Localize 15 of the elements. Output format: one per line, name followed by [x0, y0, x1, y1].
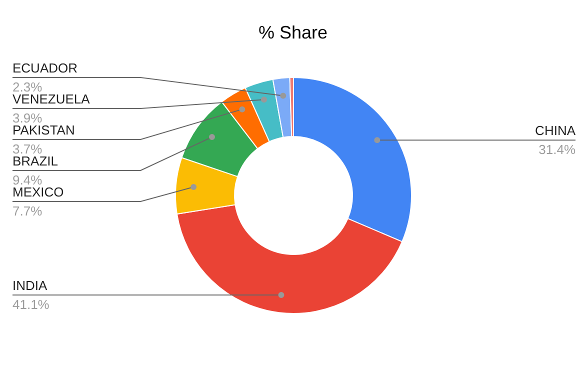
slice-label: MEXICO — [12, 184, 64, 200]
data-label: 3.9% — [12, 110, 43, 126]
data-label: 3.7% — [12, 142, 43, 156]
slice-label: BRAZIL — [12, 154, 58, 168]
data-label: 41.1% — [12, 297, 50, 312]
data-label: 9.4% — [12, 172, 43, 188]
slice-label: ECUADOR — [12, 60, 78, 76]
data-label: 2.3% — [12, 80, 43, 94]
data-label: 31.4% — [538, 142, 576, 158]
chart-title: % Share — [258, 22, 328, 42]
slice-label: INDIA — [12, 278, 48, 294]
slice-label: PAKISTAN — [12, 122, 75, 138]
slice-label: CHINA — [535, 123, 576, 138]
data-label: 7.7% — [12, 204, 43, 218]
slice-label: VENEZUELA — [12, 92, 90, 106]
